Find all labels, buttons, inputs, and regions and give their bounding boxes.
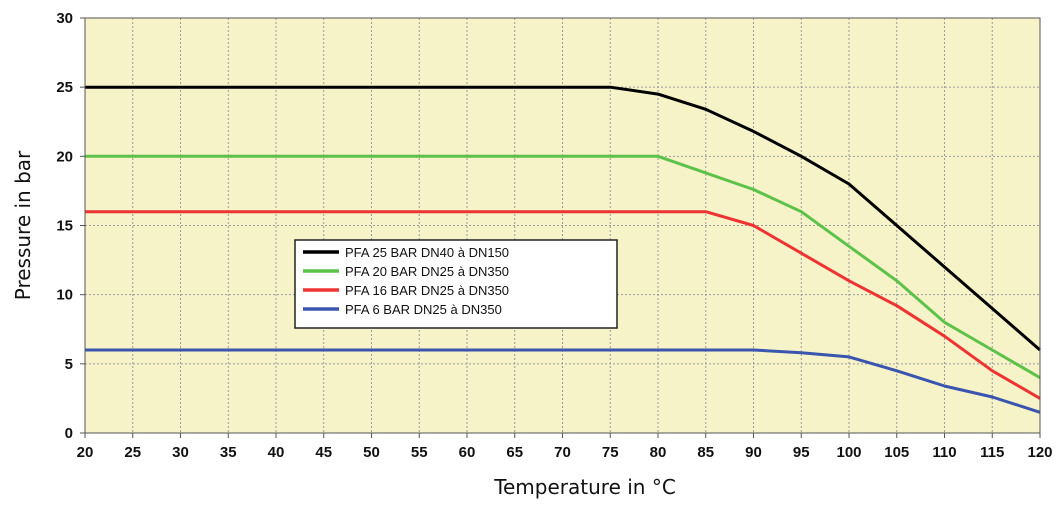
y-tick-label: 0 — [65, 425, 73, 442]
x-tick-label: 70 — [554, 444, 571, 461]
legend-label: PFA 6 BAR DN25 à DN350 — [345, 302, 502, 317]
x-tick-label: 35 — [220, 444, 237, 461]
x-tick-label: 95 — [793, 444, 810, 461]
legend-label: PFA 20 BAR DN25 à DN350 — [345, 264, 509, 279]
y-tick-label: 15 — [56, 218, 73, 235]
y-tick-label: 25 — [56, 79, 73, 96]
y-tick-label: 10 — [56, 287, 73, 304]
x-tick-label: 85 — [697, 444, 714, 461]
series-lines — [85, 85, 1041, 414]
y-axis-ticks: 0 5 10 15 20 25 30 — [56, 10, 85, 442]
legend: PFA 25 BAR DN40 à DN150 PFA 20 BAR DN25 à… — [294, 239, 618, 329]
legend-label: PFA 16 BAR DN25 à DN350 — [345, 283, 509, 298]
x-tick-label: 65 — [506, 444, 523, 461]
y-tick-label: 20 — [56, 148, 73, 165]
x-tick-label: 20 — [77, 444, 94, 461]
legend-label: PFA 25 BAR DN40 à DN150 — [345, 245, 509, 260]
series-line-3 — [85, 210, 1041, 400]
x-axis-title: Temperature in °C — [493, 475, 676, 499]
series-line-4 — [85, 348, 1041, 414]
x-tick-label: 40 — [268, 444, 285, 461]
x-tick-label: 50 — [363, 444, 380, 461]
x-tick-label: 120 — [1027, 444, 1052, 461]
legend-box — [294, 239, 618, 329]
x-tick-label: 45 — [315, 444, 332, 461]
x-tick-label: 90 — [745, 444, 762, 461]
x-tick-label: 110 — [932, 444, 956, 461]
x-tick-label: 80 — [650, 444, 667, 461]
y-tick-label: 5 — [65, 356, 73, 373]
x-tick-label: 115 — [980, 444, 1004, 461]
y-tick-label: 30 — [56, 10, 73, 27]
series-line-2 — [85, 154, 1041, 379]
x-tick-label: 30 — [172, 444, 189, 461]
x-tick-label: 105 — [884, 444, 909, 461]
series-line-1 — [85, 85, 1041, 352]
x-tick-label: 60 — [459, 444, 476, 461]
x-tick-label: 100 — [836, 444, 861, 461]
x-tick-label: 25 — [124, 444, 141, 461]
y-axis-title: Pressure in bar — [11, 150, 35, 300]
x-axis-ticks: 20 25 30 35 40 45 50 55 60 65 70 75 80 85 90 95 100 105 11… — [77, 433, 1053, 461]
x-tick-label: 75 — [602, 444, 619, 461]
x-tick-label: 55 — [411, 444, 428, 461]
